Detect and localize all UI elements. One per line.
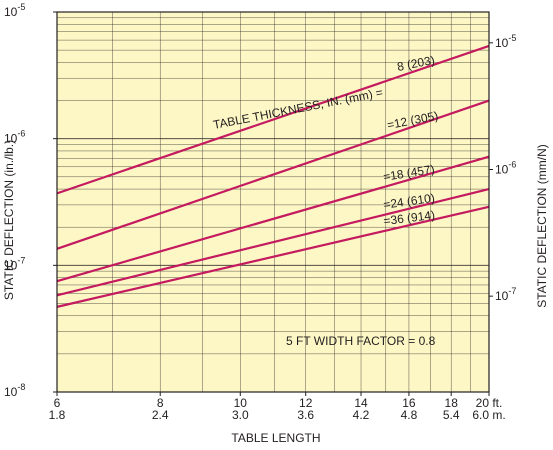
x-tick-label-m: 1.8 [49, 408, 66, 422]
y-axis-label-right: STATIC DEFLECTION (mm/N) [535, 144, 549, 308]
y-left-tick-label: 10-7 [4, 255, 25, 272]
series-line [56, 99, 490, 250]
x-tick-label-m: 4.8 [401, 408, 418, 422]
plot-area [57, 12, 489, 392]
plot-frame [56, 11, 490, 393]
x-tick-label-ft: 12 [299, 396, 313, 410]
x-tick-label-m: 3.0 [232, 408, 249, 422]
series-line [56, 44, 490, 195]
grid [57, 12, 489, 392]
y-left-tick-label: 10-8 [4, 382, 25, 399]
x-tick-label-m: 5.4 [443, 408, 460, 422]
y-axis-label-left: STATIC DEFLECTION (in./lb.) [2, 140, 16, 300]
series-lines [56, 44, 490, 308]
y-right-tick-label: 10-5 [495, 33, 516, 50]
x-tick-label-ft: 18 [445, 396, 459, 410]
y-right-tick-label: 10-7 [495, 286, 516, 303]
y-right-tick-label: 10-6 [495, 159, 516, 176]
x-tick-label-ft: 10 [234, 396, 248, 410]
y-left-tick-label: 10-5 [4, 2, 25, 19]
series-line [56, 155, 490, 283]
x-tick-label-m: 2.4 [152, 408, 169, 422]
tick-labels: 61.8 82.4 103.0 123.6 144.2 164.8 185.4 20 ft.6… [4, 2, 516, 422]
x-tick-label-ft: 8 [157, 396, 164, 410]
x-tick-label-m: 4.2 [353, 408, 370, 422]
x-tick-label-m: 6.0 m. [472, 408, 505, 422]
y-left-tick-label: 10-6 [4, 129, 25, 146]
x-tick-label-m: 3.6 [297, 408, 314, 422]
x-tick-label-ft: 14 [354, 396, 368, 410]
axis-ticks [53, 11, 493, 396]
x-tick-label-ft: 20 ft. [476, 396, 503, 410]
x-tick-label-ft: 16 [402, 396, 416, 410]
series-label: =36 (914) [383, 208, 436, 228]
series-line [56, 188, 490, 297]
annotation-note: 5 FT WIDTH FACTOR = 0.8 [286, 334, 436, 348]
x-tick-label-ft: 6 [54, 396, 61, 410]
series-line [56, 205, 490, 308]
x-axis-label: TABLE LENGTH [231, 431, 320, 445]
